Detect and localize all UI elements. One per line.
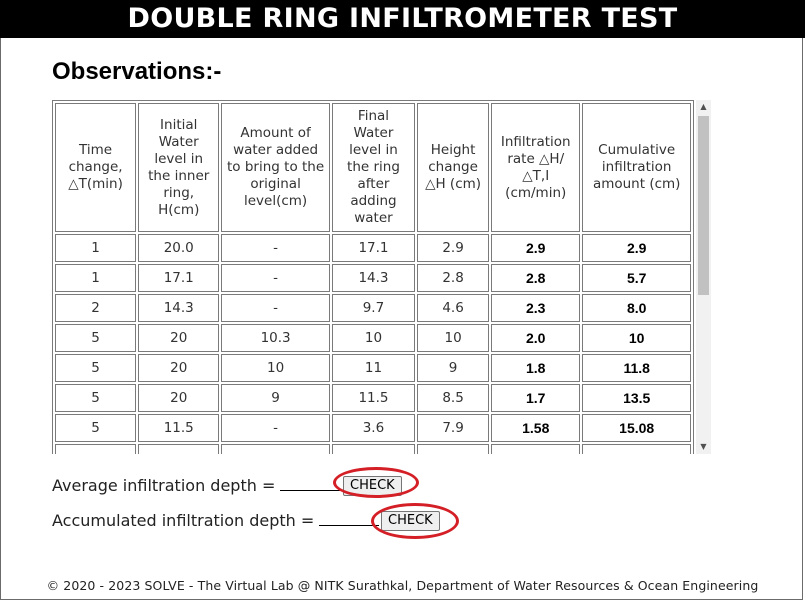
cell-infiltration-rate: 1.7 [491,384,581,412]
cell-height-change: 8.5 [417,384,490,412]
table-row: 5 20 10.3 10 10 2.0 10 [55,324,691,352]
cell-time-change: 1 [55,264,137,292]
cell-height-change: 4.6 [417,294,490,322]
cell-water-added: 9 [221,384,330,412]
cell-initial-level: 11.5 [138,414,220,442]
page-title: DOUBLE RING INFILTROMETER TEST [127,3,678,34]
accumulated-depth-label: Accumulated infiltration depth = [52,511,315,530]
cell-time-change: 5 [55,354,137,382]
cell-time-change: 2 [55,294,137,322]
average-depth-field[interactable] [280,476,341,491]
cell-time-change: 5 [55,324,137,352]
page-header: DOUBLE RING INFILTROMETER TEST [0,0,805,38]
col-header-infiltration-rate: Infiltration rate △H/△T,I (cm/min) [491,103,581,232]
cell-final-level: 10 [331,324,416,352]
cell-time-change: 1 [55,234,137,262]
observations-heading: Observations:- [52,58,222,85]
cell-infiltration-rate: 2.0 [491,324,581,352]
cell-infiltration-rate: 2.9 [491,234,581,262]
cell-height-change: 10 [417,324,490,352]
cell-height-change: 7.9 [417,414,490,442]
cell-initial-level: 20.0 [138,234,220,262]
col-header-height-change: Height change △H (cm) [417,103,490,232]
cell-infiltration-rate [491,444,581,454]
cell-final-level: 3.6 [331,414,416,442]
table-body: 1 20.0-17.1 2.9 2.9 2.9 1 17.1-14.3 2.8 2.8 5.7 2 1… [55,234,691,454]
cell-water-added: - [221,264,330,292]
cell-initial-level: 20 [138,324,220,352]
cell-height-change [417,444,490,454]
cell-final-level [331,444,416,454]
cell-infiltration-rate: 2.3 [491,294,581,322]
cell-height-change: 2.8 [417,264,490,292]
average-depth-row: Average infiltration depth = [52,476,341,495]
observations-table: Time change, △T(min) Initial Water level… [52,100,694,454]
cell-initial-level: 14.3 [138,294,220,322]
cell-water-added: 10.3 [221,324,330,352]
cell-final-level: 9.7 [331,294,416,322]
cell-water-added: - [221,294,330,322]
cell-infiltration-rate: 1.58 [491,414,581,442]
cell-water-added: - [221,234,330,262]
cell-height-change: 2.9 [417,234,490,262]
scrollbar-thumb[interactable] [698,116,709,295]
cell-water-added [221,444,330,454]
scroll-down-arrow-icon[interactable]: ▼ [700,442,707,451]
cell-water-added: 10 [221,354,330,382]
accumulated-depth-field[interactable] [319,511,380,526]
cell-initial-level [138,444,220,454]
table-row: 5 11.5-3.6 7.9 1.58 15.08 [55,414,691,442]
cell-initial-level: 20 [138,354,220,382]
page-footer: © 2020 - 2023 SOLVE - The Virtual Lab @ … [46,578,759,593]
cell-cumulative: 10 [582,324,691,352]
cell-cumulative: 8.0 [582,294,691,322]
average-depth-label: Average infiltration depth = [52,476,276,495]
cell-final-level: 11.5 [331,384,416,412]
cell-cumulative: 11.8 [582,354,691,382]
cell-time-change: 5 [55,384,137,412]
table-header-row: Time change, △T(min) Initial Water level… [55,103,691,232]
table-row: 5 20 9 11.5 8.5 1.7 13.5 [55,384,691,412]
cell-initial-level: 20 [138,384,220,412]
cell-water-added: - [221,414,330,442]
cell-cumulative: 15.08 [582,414,691,442]
cell-final-level: 17.1 [331,234,416,262]
table-row: 1 20.0-17.1 2.9 2.9 2.9 [55,234,691,262]
cell-cumulative [582,444,691,454]
cell-final-level: 11 [331,354,416,382]
cell-infiltration-rate: 1.8 [491,354,581,382]
table-row [55,444,691,454]
accumulated-check-highlight-ring [371,503,459,539]
cell-final-level: 14.3 [331,264,416,292]
observations-table-container[interactable]: Time change, △T(min) Initial Water level… [52,100,712,454]
cell-cumulative: 2.9 [582,234,691,262]
cell-infiltration-rate: 2.8 [491,264,581,292]
average-check-highlight-ring [333,467,419,498]
col-header-initial-level: Initial Water level in the inner ring, H… [138,103,220,232]
cell-cumulative: 5.7 [582,264,691,292]
col-header-time-change: Time change, △T(min) [55,103,137,232]
cell-initial-level: 17.1 [138,264,220,292]
table-row: 5 20 10 11 9 1.8 11.8 [55,354,691,382]
scroll-up-arrow-icon[interactable]: ▲ [700,102,707,111]
col-header-cumulative: Cumulative infiltration amount (cm) [582,103,691,232]
table-scrollbar[interactable]: ▲ ▼ [696,100,711,454]
col-header-final-level: Final Water level in the ring after addi… [331,103,416,232]
cell-time-change: 5 [55,414,137,442]
accumulated-depth-row: Accumulated infiltration depth = [52,511,380,530]
cell-height-change: 9 [417,354,490,382]
cell-cumulative: 13.5 [582,384,691,412]
cell-time-change [55,444,137,454]
table-row: 2 14.3-9.7 4.6 2.3 8.0 [55,294,691,322]
table-row: 1 17.1-14.3 2.8 2.8 5.7 [55,264,691,292]
col-header-water-added: Amount of water added to bring to the or… [221,103,330,232]
